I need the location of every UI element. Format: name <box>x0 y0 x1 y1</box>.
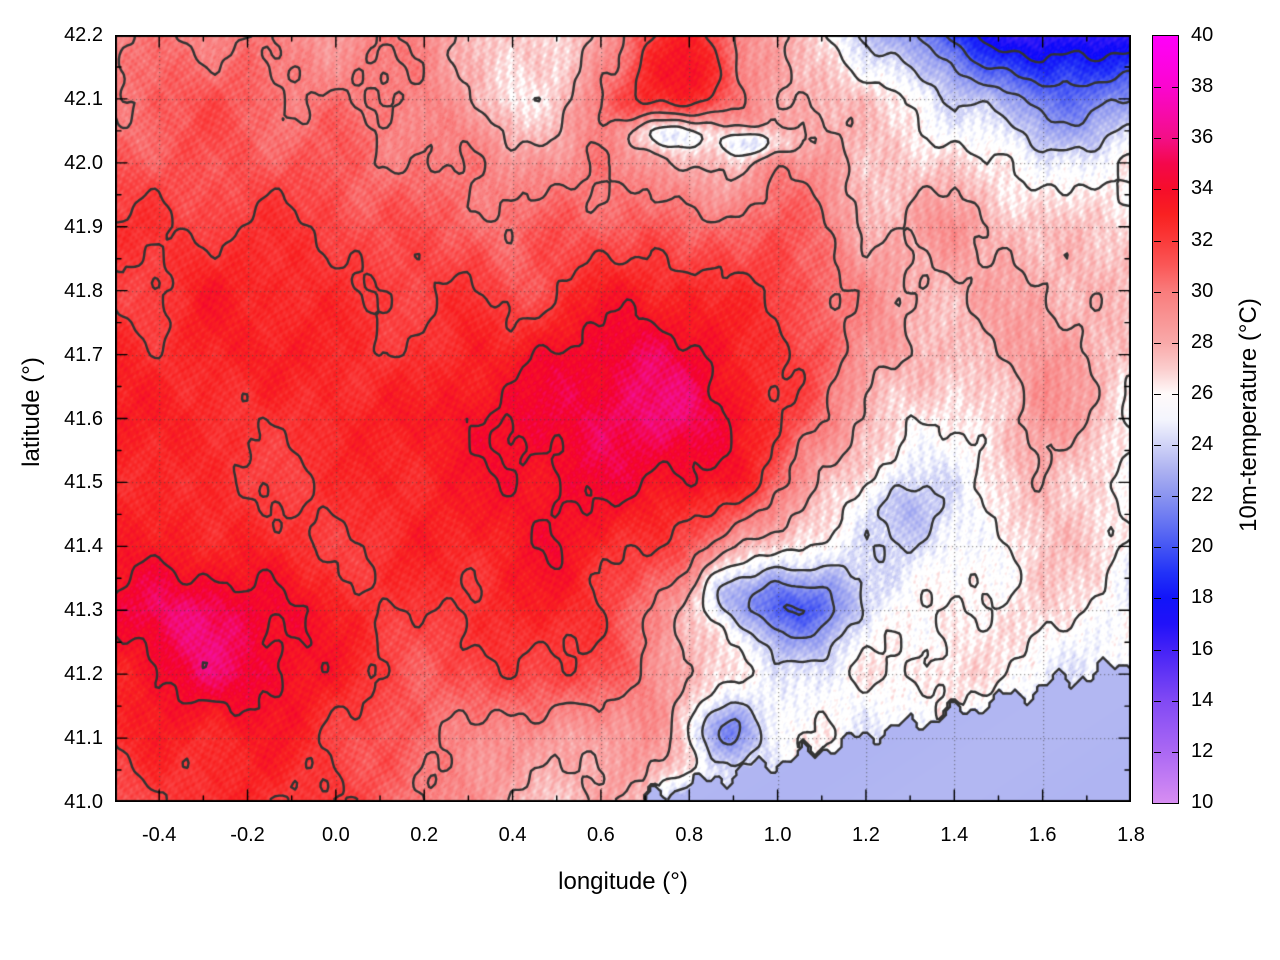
colorbar-tick-dash <box>1154 342 1161 344</box>
colorbar-tick-dash <box>1172 649 1179 651</box>
colorbar-tick-dash <box>1154 240 1161 242</box>
colorbar-tick-dash <box>1172 445 1179 447</box>
y-axis-title: latitude (°) <box>18 357 45 467</box>
y-tick-label: 42.2 <box>64 24 103 46</box>
colorbar-tick-label: 18 <box>1191 586 1214 609</box>
colorbar-tick-dash <box>1154 291 1161 293</box>
colorbar-tick-dash <box>1172 496 1179 498</box>
y-tick-label: 42.0 <box>64 151 103 174</box>
x-tick-label: 0.0 <box>321 824 350 846</box>
heatmap-canvas <box>115 35 1131 802</box>
colorbar-tick-label: 14 <box>1191 688 1214 711</box>
colorbar-tick-label: 38 <box>1191 75 1214 98</box>
colorbar-tick-dash <box>1172 598 1179 600</box>
colorbar-tick-label: 22 <box>1191 484 1214 507</box>
colorbar-tick-dash <box>1154 649 1161 651</box>
colorbar-tick-dash <box>1154 393 1161 395</box>
colorbar-gradient <box>1153 36 1178 803</box>
y-tick-label: 41.8 <box>64 279 103 302</box>
colorbar-tick-dash <box>1172 138 1179 140</box>
y-tick-label: 41.4 <box>64 535 103 558</box>
colorbar-tick-dash <box>1172 700 1179 702</box>
colorbar-tick-dash <box>1154 138 1161 140</box>
colorbar-tick-dash <box>1172 393 1179 395</box>
colorbar-tick-dash <box>1154 445 1161 447</box>
colorbar-tick-dash <box>1154 547 1161 549</box>
x-tick-label: 1.0 <box>763 824 792 846</box>
colorbar-tick-dash <box>1172 342 1179 344</box>
colorbar <box>1152 35 1179 804</box>
colorbar-tick-label: 20 <box>1191 535 1214 558</box>
x-axis-title: longitude (°) <box>558 868 688 895</box>
colorbar-tick-label: 12 <box>1191 739 1214 762</box>
colorbar-tick-dash <box>1172 547 1179 549</box>
x-tick-label: 0.6 <box>587 824 615 846</box>
colorbar-tick-dash <box>1154 751 1161 753</box>
colorbar-tick-label: 40 <box>1191 24 1214 46</box>
colorbar-tick-dash <box>1172 240 1179 242</box>
x-tick-label: -0.2 <box>230 824 265 846</box>
x-tick-label: 1.6 <box>1028 824 1057 846</box>
x-tick-label: 1.8 <box>1117 824 1145 846</box>
x-tick-label: 1.4 <box>940 824 969 846</box>
x-tick-label: 1.2 <box>852 824 880 846</box>
colorbar-tick-dash <box>1172 87 1179 89</box>
colorbar-tick-label: 32 <box>1191 228 1214 251</box>
colorbar-title: 10m-temperature (°C) <box>1235 298 1262 532</box>
colorbar-tick-dash <box>1154 189 1161 191</box>
colorbar-tick-dash <box>1172 291 1179 293</box>
x-tick-label: 0.2 <box>410 824 439 846</box>
colorbar-tick-dash <box>1172 751 1179 753</box>
y-tick-label: 42.1 <box>64 87 103 110</box>
colorbar-tick-label: 26 <box>1191 381 1214 404</box>
colorbar-tick-label: 30 <box>1191 279 1214 302</box>
colorbar-tick-dash <box>1154 87 1161 89</box>
y-tick-label: 41.7 <box>64 343 103 366</box>
colorbar-tick-label: 24 <box>1191 433 1214 456</box>
colorbar-tick-dash <box>1154 598 1161 600</box>
colorbar-tick-label: 36 <box>1191 126 1214 149</box>
x-tick-label: 0.4 <box>498 824 527 846</box>
colorbar-tick-label: 28 <box>1191 330 1214 353</box>
colorbar-tick-dash <box>1172 189 1179 191</box>
y-tick-label: 41.5 <box>64 471 103 494</box>
y-tick-label: 41.9 <box>64 215 103 238</box>
y-tick-label: 41.1 <box>64 727 103 750</box>
colorbar-tick-dash <box>1154 700 1161 702</box>
colorbar-tick-label: 10 <box>1191 791 1214 813</box>
y-tick-label: 41.3 <box>64 599 103 622</box>
y-tick-label: 41.0 <box>64 791 103 813</box>
colorbar-tick-dash <box>1154 496 1161 498</box>
x-tick-label: -0.4 <box>141 824 177 846</box>
x-tick-label: 0.8 <box>675 824 704 846</box>
y-tick-label: 41.6 <box>64 407 103 430</box>
colorbar-tick-label: 34 <box>1191 177 1214 200</box>
colorbar-tick-label: 16 <box>1191 637 1214 660</box>
y-tick-label: 41.2 <box>64 663 103 686</box>
